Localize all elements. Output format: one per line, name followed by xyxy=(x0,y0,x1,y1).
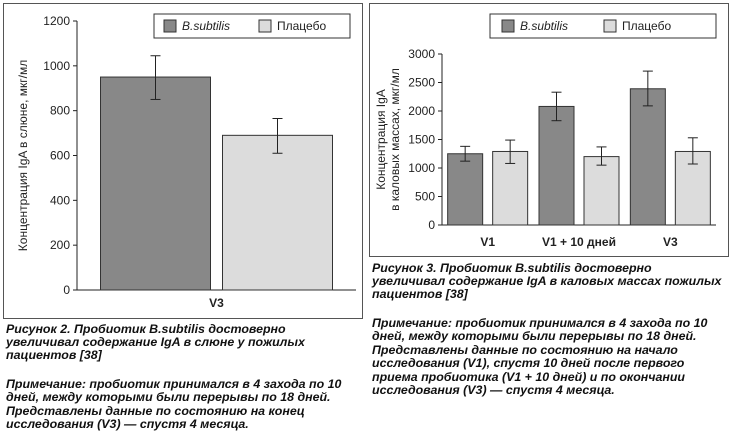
figure-2-caption: Рисунок 2. Пробиотик B.subtilis достовер… xyxy=(6,322,305,362)
figure-3-note: Примечание: пробиотик принимался в 4 зах… xyxy=(372,316,708,398)
bar-bsubtilis xyxy=(100,76,211,291)
chart-panel-saliva: 0 200 400 600 800 1000 1200 Концентрация IgA в … xyxy=(3,3,363,319)
y-axis-label: Концентрация IgA в слюне, мкг/мл xyxy=(16,60,30,251)
y-tick-label: 3000 xyxy=(408,47,435,61)
y-tick-label: 600 xyxy=(50,149,70,163)
legend-swatch xyxy=(501,19,515,33)
legend-label: B.subtilis xyxy=(182,19,230,33)
y-tick-label: 1500 xyxy=(408,133,435,147)
bar-placebo xyxy=(583,156,620,226)
y-tick-label: 1200 xyxy=(43,14,70,28)
bar-bsubtilis xyxy=(629,88,666,226)
category-label: V1 + 10 дней xyxy=(542,235,616,249)
legend-swatch xyxy=(163,19,177,33)
y-tick-label: 2500 xyxy=(408,76,435,90)
y-tick-label: 500 xyxy=(415,190,435,204)
figure-2-note: Примечание: пробиотик принимался в 4 зах… xyxy=(6,377,342,432)
y-tick-label: 0 xyxy=(63,283,70,297)
y-tick-label: 800 xyxy=(50,104,70,118)
y-tick-label: 1000 xyxy=(408,161,435,175)
legend-swatch xyxy=(258,19,272,33)
category-label: V3 xyxy=(209,296,224,310)
legend-label: Плацебо xyxy=(277,19,326,33)
bar-bsubtilis xyxy=(538,105,575,226)
category-label: V1 xyxy=(480,235,495,249)
legend xyxy=(153,13,351,39)
category-label: V3 xyxy=(663,235,678,249)
chart-saliva-iga: 0 200 400 600 800 1000 1200 Концентрация IgA в … xyxy=(16,13,356,310)
y-axis-label: в каловых массах, мкг/мл xyxy=(388,68,402,211)
y-tick-label: 0 xyxy=(428,218,435,232)
figure-3-caption: Рисунок 3. Пробиотик B.subtilis достовер… xyxy=(372,261,722,301)
y-tick-label: 400 xyxy=(50,193,70,207)
chart-feces-iga: 0 500 1000 1500 2000 2500 3000 Концентрация IgA… xyxy=(374,13,717,249)
y-axis-label: Концентрация IgA xyxy=(374,89,388,190)
legend-label: Плацебо xyxy=(622,19,671,33)
legend xyxy=(489,13,717,39)
bar-placebo xyxy=(222,134,333,291)
legend-swatch xyxy=(603,19,617,33)
bar-bsubtilis xyxy=(447,153,484,226)
y-tick-label: 2000 xyxy=(408,104,435,118)
y-tick-label: 200 xyxy=(50,238,70,252)
y-tick-label: 1000 xyxy=(43,59,70,73)
chart-panel-feces: 0 500 1000 1500 2000 2500 3000 Концентрация IgA… xyxy=(369,3,729,257)
legend-label: B.subtilis xyxy=(520,19,568,33)
